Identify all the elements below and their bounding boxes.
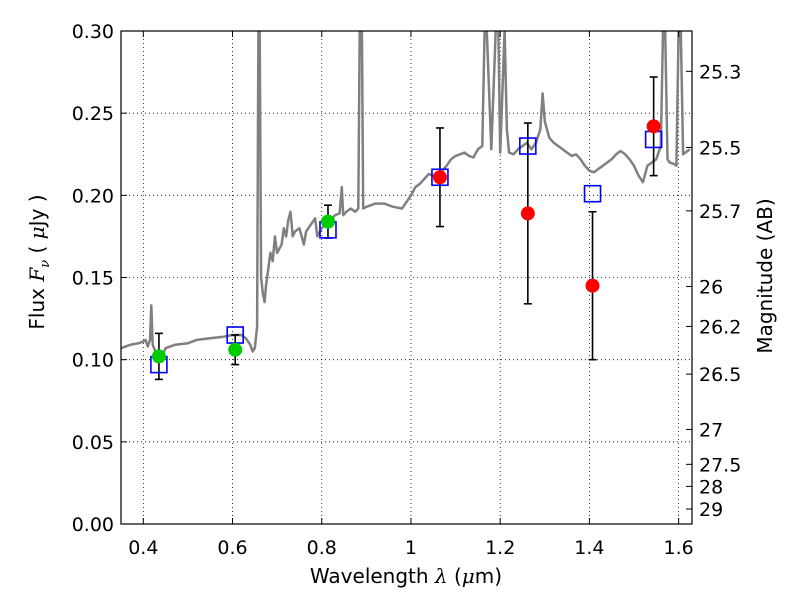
model-point-4 <box>519 137 537 155</box>
y-tick-label-0: 0.00 <box>72 514 114 536</box>
error-bars <box>154 76 658 381</box>
grid <box>121 31 692 524</box>
nir-point-1 <box>520 206 535 221</box>
y-tick-label-1: 0.05 <box>72 432 114 454</box>
optical-point-1 <box>228 342 243 357</box>
spectrum-series <box>121 31 691 360</box>
optical-point-2 <box>320 214 335 229</box>
y2-tick-label-1: 25.5 <box>699 138 741 160</box>
photometry-series <box>151 119 661 364</box>
y-tick-label-4: 0.20 <box>72 185 114 207</box>
model-point-5 <box>583 184 602 203</box>
x-tick-label-5: 1.4 <box>574 537 604 559</box>
y-tick-label-3: 0.15 <box>72 268 114 290</box>
x-tick-label-3: 1 <box>405 537 417 559</box>
optical-point-0 <box>151 349 166 364</box>
y2-axis-label: Magnitude (AB) <box>753 198 777 353</box>
spectrum-line <box>121 31 691 360</box>
y-tick-label-6: 0.30 <box>72 21 114 43</box>
x-tick-label-1: 0.6 <box>217 537 247 559</box>
tick-labels: 0.4 0.6 0.8 1 1.2 1.4 1.6 0.00 0.05 0.10 0.15 0.20 0… <box>72 21 742 559</box>
nir-point-0 <box>432 170 447 185</box>
y2-tick-label-5: 26.5 <box>699 364 741 386</box>
x-tick-label-6: 1.6 <box>664 537 694 559</box>
y-axis-label: Flux Fν ( μJy ) <box>25 194 53 329</box>
x-tick-label-0: 0.4 <box>128 537 158 559</box>
y2-tick-label-6: 27 <box>699 419 723 441</box>
y2-tick-label-8: 28 <box>699 476 723 498</box>
model-point-3 <box>431 168 449 187</box>
nir-point-2 <box>585 278 600 293</box>
y-tick-label-2: 0.10 <box>72 350 114 372</box>
y2-tick-label-2: 25.7 <box>699 201 741 223</box>
x-tick-label-4: 1.2 <box>485 537 515 559</box>
axes-frame <box>120 30 693 525</box>
y2-tick-label-3: 26 <box>699 276 723 298</box>
plot-frame <box>120 30 693 525</box>
y2-tick-label-7: 27.5 <box>699 454 741 476</box>
y2-tick-label-4: 26.2 <box>699 316 741 338</box>
y2-tick-label-9: 29 <box>699 499 723 521</box>
nir-point-3 <box>646 119 661 134</box>
y2-tick-label-0: 25.3 <box>699 61 741 83</box>
x-tick-label-2: 0.8 <box>307 537 337 559</box>
x-axis-label: Wavelength λ (μm) <box>310 564 502 588</box>
y-tick-label-5: 0.25 <box>72 103 114 125</box>
